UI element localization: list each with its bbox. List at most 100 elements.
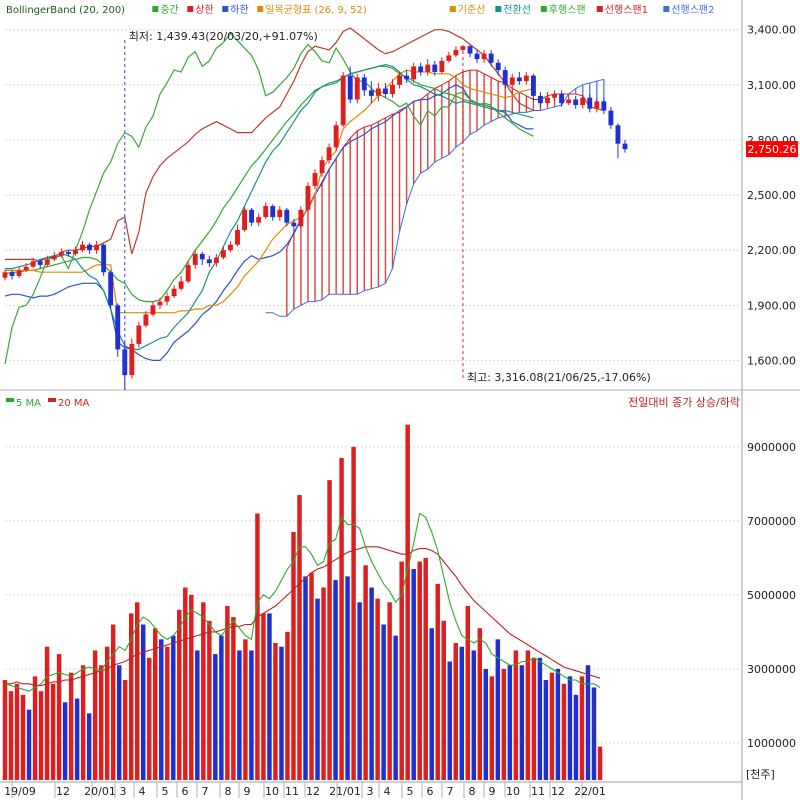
candle-body	[256, 217, 262, 223]
legend-swatch	[222, 6, 229, 12]
candle-body	[65, 252, 71, 254]
candle-body	[228, 244, 233, 251]
candle-body	[291, 222, 297, 227]
x-tick-label: 7	[202, 785, 209, 798]
x-tick-label: 12	[551, 785, 565, 798]
candle-body	[608, 110, 614, 126]
volume-tick-label: 1000000	[747, 737, 796, 750]
x-tick-label: 12	[306, 785, 320, 798]
candle-body	[509, 77, 515, 85]
bollinger-mid-line	[4, 65, 534, 303]
candle-body	[559, 94, 565, 104]
x-tick-label: 6	[182, 785, 189, 798]
volume-bar	[249, 650, 254, 780]
volume-bar	[363, 565, 368, 780]
volume-bar	[405, 424, 410, 780]
candle-body	[467, 46, 473, 54]
volume-unit-label: [천주]	[746, 767, 775, 781]
x-tick-label: 7	[447, 785, 454, 798]
candle-body	[411, 66, 417, 80]
volume-bar	[489, 676, 495, 780]
volume-bar	[134, 602, 140, 780]
x-tick-label: 20/01	[84, 785, 116, 798]
volume-bar	[585, 665, 591, 780]
legend-swatch	[663, 6, 670, 12]
volume-bar	[261, 613, 266, 780]
volume-bar	[459, 646, 464, 780]
legend-swatch	[449, 6, 456, 12]
candle-body	[439, 60, 445, 72]
legend-swatch	[6, 398, 14, 402]
candle-body	[432, 64, 438, 72]
volume-bar	[279, 646, 284, 780]
candle-body	[481, 53, 487, 60]
price-tick-label: 2,500.00	[747, 189, 796, 202]
candle-body	[270, 206, 276, 218]
volume-bar	[243, 639, 248, 780]
volume-tick-label: 9000000	[747, 441, 796, 454]
volume-bar	[333, 580, 338, 780]
candle-body	[16, 270, 22, 276]
legend-label: 상한	[195, 4, 213, 16]
legend-swatch	[540, 6, 547, 12]
lagging-span-line	[4, 32, 492, 365]
volume-bar	[387, 602, 392, 780]
candle-body	[220, 250, 226, 258]
candle-body	[418, 66, 424, 72]
volume-bar	[165, 646, 170, 780]
legend-swatch	[48, 398, 56, 402]
volume-bar	[195, 650, 200, 780]
candle-body	[150, 305, 156, 315]
volume-bar	[2, 680, 8, 780]
candle-body	[242, 209, 247, 230]
volume-bar	[507, 665, 513, 780]
volume-bar	[351, 446, 356, 780]
volume-bar	[567, 676, 573, 780]
candle-body	[601, 101, 607, 111]
legend-swatch	[152, 6, 159, 12]
volume-bar	[285, 631, 290, 780]
candle-body	[101, 244, 107, 273]
volume-bar	[104, 646, 110, 780]
legend-label: 5 MA	[16, 398, 41, 409]
candle-body	[213, 257, 219, 264]
volume-bar	[375, 598, 380, 780]
volume-bar	[122, 680, 128, 780]
volume-bar	[411, 568, 416, 780]
volume-bar	[339, 457, 344, 780]
candle-body	[566, 99, 572, 104]
candle-body	[580, 97, 586, 106]
volume-bar	[189, 594, 194, 780]
volume-bar	[231, 617, 236, 780]
candle-body	[23, 266, 29, 271]
volume-bar	[98, 665, 104, 780]
legend-swatch	[187, 6, 194, 12]
volume-bar	[86, 713, 92, 780]
volume-bar	[501, 668, 507, 780]
volume-bar	[110, 624, 116, 780]
volume-bar	[62, 702, 68, 780]
low-annotation: 최저: 1,439.43(20/03/20,+91.07%)	[129, 30, 318, 43]
candle-body	[319, 160, 325, 174]
volume-bar	[561, 683, 567, 780]
volume-bar	[453, 643, 458, 780]
legend-label: 후행스팬	[549, 4, 586, 16]
candle-body	[615, 125, 621, 144]
volume-bar	[237, 650, 242, 780]
legend-label: 선행스팬1	[605, 4, 648, 16]
candle-body	[326, 147, 332, 161]
candle-body	[157, 301, 163, 306]
candle-body	[192, 253, 198, 265]
volume-bar	[92, 650, 98, 780]
volume-panel: 9000000 7000000 5000000 3000000 1000000 [천주] 5…	[2, 395, 796, 781]
volume-bar	[80, 665, 86, 780]
volume-bar	[116, 665, 122, 780]
x-tick-label: 21/01	[329, 785, 361, 798]
candle-body	[94, 244, 100, 251]
candle-body	[397, 75, 402, 85]
volume-tick-label: 3000000	[747, 663, 796, 676]
volume-bar	[573, 694, 579, 780]
candle-body	[390, 84, 395, 95]
